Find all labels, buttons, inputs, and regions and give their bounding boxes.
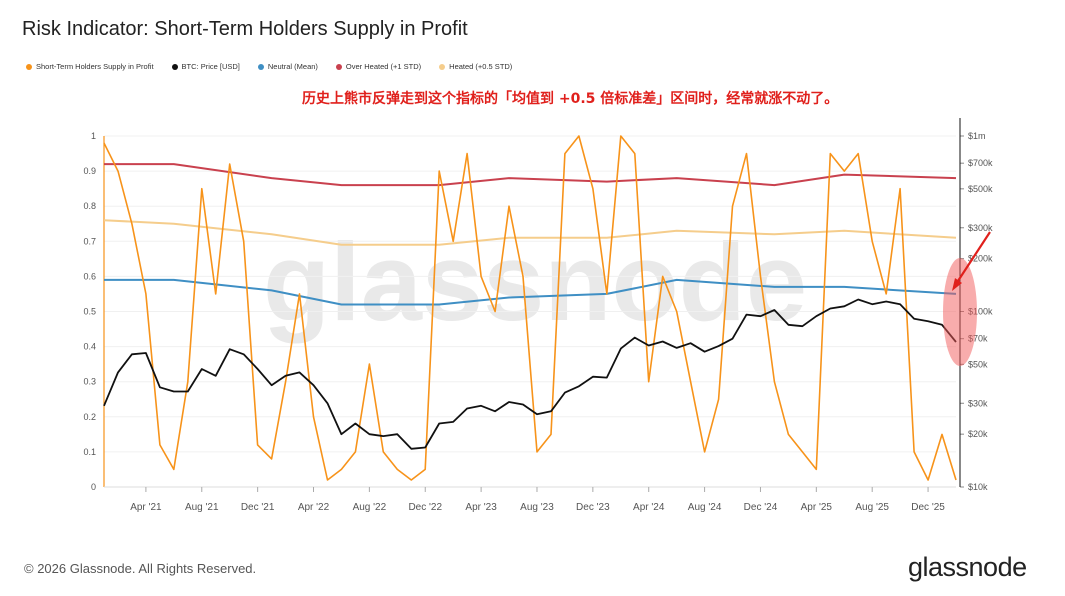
series-line-over	[104, 163, 957, 187]
footer-copyright: © 2026 Glassnode. All Rights Reserved.	[24, 561, 257, 576]
legend: Short-Term Holders Supply in Profit BTC:…	[26, 62, 512, 71]
highlight-ellipse	[943, 258, 977, 366]
y-left-tick-label: 0.1	[83, 447, 96, 457]
glassnode-logo: glassnode	[908, 552, 1027, 582]
y-left-tick-label: 0.2	[83, 412, 96, 422]
x-tick-label: Apr '24	[633, 502, 665, 513]
x-tick-label: Dec '23	[576, 502, 610, 513]
y-right-tick-label: $30k	[968, 398, 988, 408]
y-right-tick-label: $50k	[968, 359, 988, 369]
x-tick-label: Apr '22	[298, 502, 330, 513]
y-left-tick-label: 0.8	[83, 201, 96, 211]
y-right-tick-label: $300k	[968, 223, 993, 233]
series-line-btc	[103, 298, 957, 450]
y-left-tick-label: 0	[91, 482, 96, 492]
y-left-tick-label: 0.3	[83, 377, 96, 387]
x-tick-label: Dec '25	[911, 502, 945, 513]
y-left-tick-label: 0.7	[83, 236, 96, 246]
y-right-tick-label: $700k	[968, 158, 993, 168]
axes: 0 0.1 0.2 0.3 0.4 0.5 0.6 0.7 0.8 0.9 1 $10k $20k $30…	[83, 118, 993, 513]
y-left-tick-label: 0.5	[83, 307, 96, 317]
overlay	[943, 231, 991, 366]
x-tick-label: Aug '21	[185, 502, 219, 513]
legend-label-over-heated: Over Heated (+1 STD)	[345, 62, 422, 71]
series-group	[103, 135, 957, 481]
x-tick-label: Aug '23	[520, 502, 554, 513]
series-line-heated	[103, 219, 957, 246]
x-tick-label: Aug '25	[855, 502, 889, 513]
y-right-tick-label: $1m	[968, 131, 986, 141]
legend-item-sth[interactable]: Short-Term Holders Supply in Profit	[26, 62, 154, 71]
y-left-tick-label: 0.6	[83, 271, 96, 281]
x-tick-label: Dec '24	[744, 502, 778, 513]
x-tick-label: Apr '25	[801, 502, 833, 513]
legend-label-neutral: Neutral (Mean)	[267, 62, 318, 71]
legend-label-sth: Short-Term Holders Supply in Profit	[36, 62, 154, 71]
x-tick-label: Apr '23	[465, 502, 497, 513]
y-right-tick-label: $70k	[968, 334, 988, 344]
y-right-tick-label: $200k	[968, 254, 993, 264]
legend-dot-sth	[26, 63, 32, 70]
y-right-tick-label: $20k	[968, 429, 988, 439]
legend-dot-over-heated	[335, 63, 342, 70]
annotation-text: 历史上熊市反弹走到这个指标的「均值到 +0.5 倍标准差」区间时，经常就涨不动了…	[302, 91, 839, 107]
legend-dot-neutral	[257, 63, 264, 70]
legend-item-neutral[interactable]: Neutral (Mean)	[257, 62, 318, 71]
y-right-tick-label: $10k	[968, 482, 988, 492]
legend-dot-btc	[171, 63, 178, 70]
y-right-tick-label: $500k	[968, 184, 993, 194]
x-tick-label: Dec '21	[241, 502, 275, 513]
x-tick-label: Apr '21	[130, 502, 162, 513]
legend-label-btc: BTC: Price [USD]	[181, 62, 240, 71]
y-right-tick-label: $100k	[968, 307, 993, 317]
legend-item-heated[interactable]: Heated (+0.5 STD)	[439, 62, 512, 71]
legend-item-btc[interactable]: BTC: Price [USD]	[171, 62, 240, 71]
x-tick-label: Aug '22	[353, 502, 387, 513]
legend-label-heated: Heated (+0.5 STD)	[449, 62, 513, 71]
annotation-arrow-head	[952, 278, 962, 291]
legend-dot-heated	[439, 63, 446, 70]
y-left-tick-label: 0.9	[83, 166, 96, 176]
series-line-neutral	[104, 278, 957, 306]
y-left-tick-label: 0.4	[83, 342, 96, 352]
legend-item-over-heated[interactable]: Over Heated (+1 STD)	[335, 62, 422, 71]
series-line-sth	[103, 135, 957, 481]
annotation-arrow	[955, 231, 991, 285]
x-tick-label: Aug '24	[688, 502, 722, 513]
y-left-tick-label: 1	[91, 131, 96, 141]
x-tick-label: Dec '22	[408, 502, 442, 513]
chart-title: Risk Indicator: Short-Term Holders Suppl…	[22, 18, 468, 40]
